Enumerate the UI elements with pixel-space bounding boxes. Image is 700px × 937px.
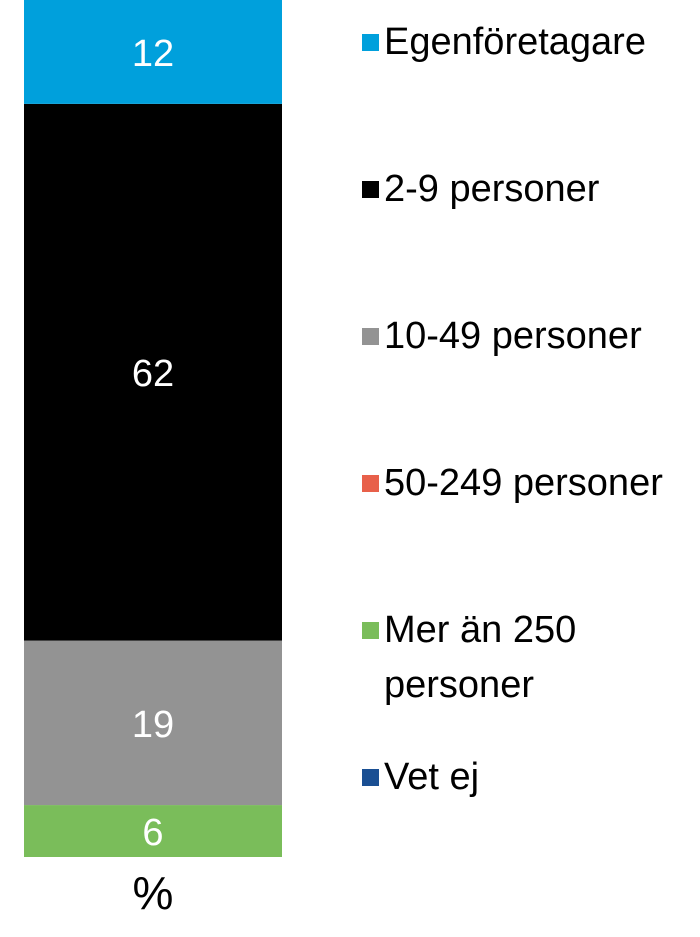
x-tick-label: % — [133, 867, 174, 919]
legend-label: Vet ej — [384, 756, 480, 798]
legend-label: Egenföretagare — [384, 21, 646, 63]
data-label: 62 — [132, 353, 174, 395]
legend-label: Mer än 250 personer — [384, 609, 577, 706]
bar-segment — [24, 103, 282, 641]
legend-item: 50-249 personer — [362, 456, 700, 511]
legend-swatch — [362, 622, 379, 639]
legend-item: Mer än 250 personer — [362, 603, 700, 713]
bar-segment — [24, 0, 282, 104]
legend-swatch — [362, 475, 379, 492]
legend-item: 2-9 personer — [362, 162, 700, 217]
legend-swatch — [362, 769, 379, 786]
legend-item: 10-49 personer — [362, 309, 700, 364]
legend-label: 2-9 personer — [384, 168, 600, 210]
legend-swatch — [362, 34, 379, 51]
data-label: 12 — [132, 33, 174, 75]
data-label: 6 — [142, 812, 163, 854]
legend-label: 10-49 personer — [384, 315, 642, 357]
legend-item: Egenföretagare — [362, 15, 700, 70]
legend-swatch — [362, 181, 379, 198]
bar-segment — [24, 805, 282, 857]
data-label: 19 — [132, 704, 174, 746]
legend-item: Vet ej — [362, 750, 700, 805]
legend-swatch — [362, 328, 379, 345]
bar-segment — [24, 640, 282, 806]
legend-label: 50-249 personer — [384, 462, 663, 504]
